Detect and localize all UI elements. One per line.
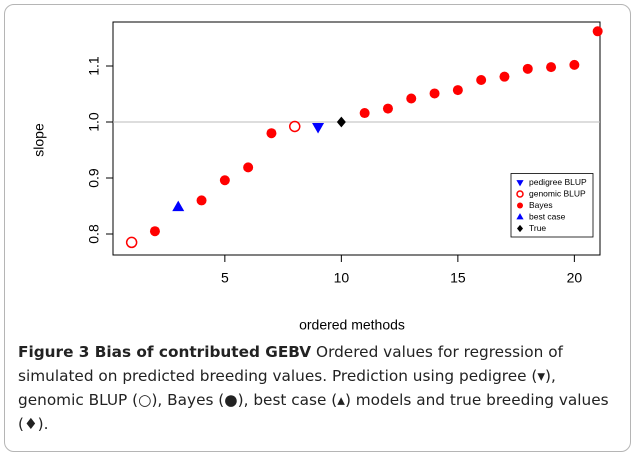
legend-label: Bayes	[529, 200, 553, 210]
point	[499, 71, 510, 82]
point	[336, 116, 346, 128]
y-tick-label: 0.8	[86, 224, 102, 244]
point	[522, 63, 533, 74]
legend-marker	[516, 180, 524, 187]
x-tick-label: 10	[334, 270, 350, 286]
point	[312, 123, 325, 134]
point	[196, 195, 207, 206]
point	[382, 103, 393, 114]
point	[452, 85, 463, 96]
point	[429, 88, 440, 99]
legend-label: pedigree BLUP	[529, 177, 587, 187]
x-tick-label: 15	[450, 270, 466, 286]
legend-marker	[516, 213, 524, 220]
caption-label: Figure 3 Bias of contributed GEBV	[18, 343, 312, 361]
legend-marker	[516, 190, 524, 198]
legend-label: True	[529, 223, 546, 233]
figure-frame	[4, 4, 631, 452]
point	[266, 128, 277, 139]
caption: Figure 3 Bias of contributed GEBV Ordere…	[18, 340, 622, 436]
x-tick-label: 20	[567, 270, 583, 286]
point	[592, 26, 603, 37]
y-tick-label: 0.9	[86, 168, 102, 188]
caption-text: Ordered values for regression of simulat…	[18, 343, 609, 433]
point	[546, 62, 557, 73]
point	[172, 200, 185, 212]
legend-marker	[517, 224, 523, 233]
plot-box	[112, 21, 601, 256]
y-axis-label: slope	[31, 123, 47, 157]
legend-marker	[517, 202, 523, 209]
point	[219, 175, 230, 186]
point	[359, 108, 370, 119]
y-tick-label: 1.0	[86, 112, 102, 132]
legend-label: best case	[529, 211, 566, 221]
point	[149, 226, 160, 237]
chart: ordered methods slope 5 10 15 20 0.8 0.9 1.0 1.…	[31, 21, 603, 333]
y-tick-label: 1.1	[86, 56, 102, 76]
legend-box	[510, 173, 594, 238]
x-tick-label: 5	[221, 270, 229, 286]
x-axis-label: ordered methods	[299, 317, 405, 333]
legend-label: genomic BLUP	[529, 188, 586, 198]
point	[243, 162, 254, 173]
point	[289, 120, 301, 133]
point	[476, 75, 487, 86]
point	[406, 93, 417, 104]
point	[125, 236, 138, 249]
point	[569, 59, 580, 70]
